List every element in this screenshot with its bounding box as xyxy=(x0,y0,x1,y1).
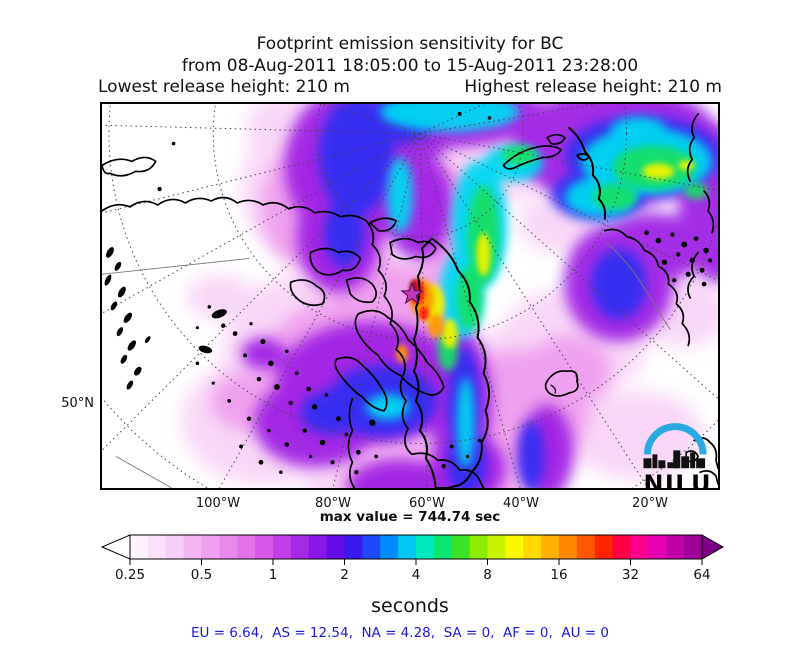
colorbar-underflow-arrow xyxy=(100,534,131,560)
map-plot: NILU xyxy=(102,104,718,488)
plot-subtitle-dates: from 08-Aug-2011 18:05:00 to 15-Aug-2011… xyxy=(181,56,639,76)
release-point-star-marker xyxy=(400,282,424,305)
political-borders xyxy=(102,242,671,488)
highest-release-label: Highest release height: 210 m xyxy=(464,77,722,97)
colorbar-segments xyxy=(130,535,703,559)
longitude-label-100w: 100°W xyxy=(195,496,241,511)
longitude-label-80w: 80°W xyxy=(315,496,351,511)
lowest-release-label: Lowest release height: 210 m xyxy=(98,77,350,97)
colorbar xyxy=(100,534,725,565)
region-contributions-line: EU = 6.64, AS = 12.54, NA = 4.28, SA = 0… xyxy=(191,625,609,641)
plot-title: Footprint emission sensitivity for BC xyxy=(256,34,564,54)
map-frame: NILU xyxy=(100,102,720,490)
colorbar-tick-4: 4 xyxy=(411,567,421,583)
colorbar-tick-2: 2 xyxy=(340,567,349,583)
colorbar-overflow-arrow xyxy=(701,534,725,560)
lakes-and-islets xyxy=(104,111,713,475)
release-height-line: Lowest release height: 210 m Highest rel… xyxy=(98,77,722,97)
colorbar-tick-0.5: 0.5 xyxy=(190,567,213,583)
nilu-logo-text: NILU xyxy=(643,470,711,488)
latitude-label-50n: 50°N xyxy=(61,396,94,411)
emission-plume xyxy=(181,104,718,488)
colorbar-tick-marks xyxy=(129,559,703,565)
longitude-label-60w: 60°W xyxy=(409,496,445,511)
plot-title-block: Footprint emission sensitivity for BC fr… xyxy=(100,33,720,77)
nilu-logo: NILU xyxy=(643,423,711,488)
colorbar-tick-8: 8 xyxy=(483,567,492,583)
colorbar-tick-64: 64 xyxy=(693,567,711,583)
colorbar-tick-16: 16 xyxy=(550,567,568,583)
nilu-logo-skyline xyxy=(643,450,706,469)
longitude-label-20w: 20°W xyxy=(632,496,668,511)
colorbar-unit-label: seconds xyxy=(371,595,449,617)
max-value-label: max value = 744.74 sec xyxy=(319,509,501,525)
colorbar-tick-32: 32 xyxy=(621,567,640,583)
colorbar-tick-0.25: 0.25 xyxy=(114,567,146,583)
colorbar-tick-1: 1 xyxy=(268,567,278,583)
nilu-logo-arc xyxy=(643,423,707,455)
longitude-label-40w: 40°W xyxy=(503,496,539,511)
